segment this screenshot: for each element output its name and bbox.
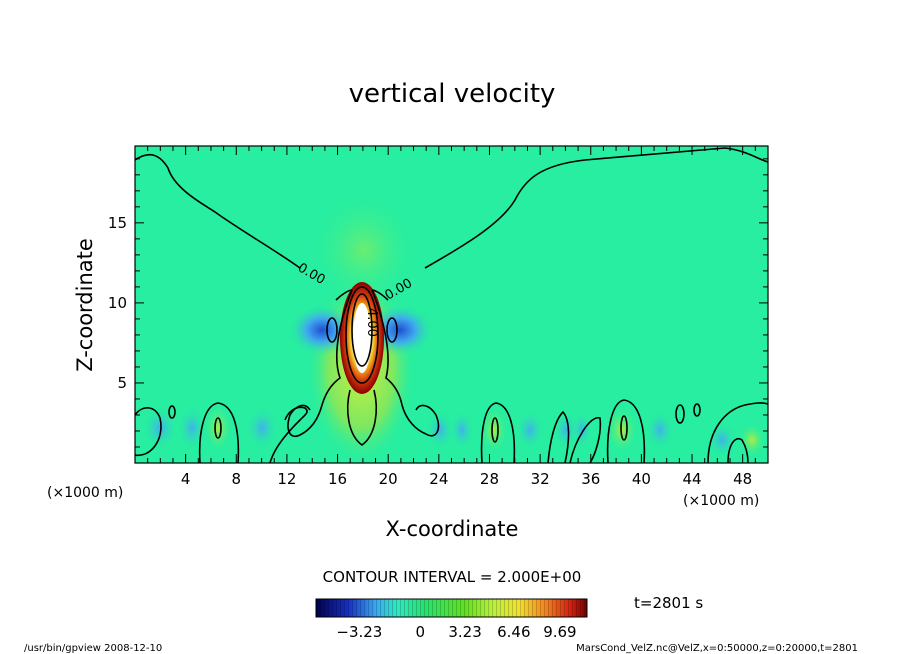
x-tick-label-8: 36 xyxy=(581,470,600,488)
contour-interval: CONTOUR INTERVAL = 2.000E+00 xyxy=(323,568,582,586)
x-tick-label-0: 4 xyxy=(181,470,191,488)
upper-plume-shading xyxy=(309,190,419,310)
x-tick-label-5: 24 xyxy=(429,470,448,488)
x-axis: 4 8 12 16 20 24 28 32 36 40 44 48 xyxy=(147,146,756,488)
x-tick-label-4: 20 xyxy=(379,470,398,488)
colorbar-tick-2: 3.23 xyxy=(448,623,481,641)
contour-lines xyxy=(135,147,768,463)
colorbar-tick-1: 0 xyxy=(416,623,426,641)
downdraft-left xyxy=(288,304,356,356)
surface-cells xyxy=(142,404,766,458)
x-unit-right: (×1000 m) xyxy=(683,493,759,509)
y-axis: 5 10 15 xyxy=(108,158,768,448)
y-tick-label-2: 15 xyxy=(108,214,127,232)
y-tick-label-0: 5 xyxy=(117,374,127,392)
plot-background xyxy=(135,146,768,463)
x-tick-label-3: 16 xyxy=(328,470,347,488)
y-axis-title: Z-coordinate xyxy=(73,238,97,372)
footer-left: /usr/bin/gpview 2008-12-10 xyxy=(24,643,162,654)
x-tick-label-10: 44 xyxy=(682,470,701,488)
footer-right: MarsCond_VelZ.nc@VelZ,x=0:50000,z=0:2000… xyxy=(576,643,858,654)
x-tick-label-9: 40 xyxy=(632,470,651,488)
x-tick-label-7: 32 xyxy=(531,470,550,488)
x-tick-label-1: 8 xyxy=(232,470,242,488)
colorbar-tick-0: −3.23 xyxy=(336,623,382,641)
colorbar: −3.23 0 3.23 6.46 9.69 xyxy=(315,598,588,641)
contour-label-2: 4.00 xyxy=(364,308,379,337)
y-tick-label-1: 10 xyxy=(108,294,127,312)
colorbar-frame xyxy=(315,598,588,618)
x-tick-label-11: 48 xyxy=(733,470,752,488)
plot-area: 0.00 0.00 4.00 xyxy=(135,146,768,463)
x-tick-label-6: 28 xyxy=(480,470,499,488)
x-axis-title: X-coordinate xyxy=(386,517,519,541)
colorbar-tick-3: 6.46 xyxy=(497,623,530,641)
time-label: t=2801 s xyxy=(634,594,703,612)
colorbar-stripes xyxy=(316,599,587,617)
chart-title: vertical velocity xyxy=(349,79,556,109)
x-tick-label-2: 12 xyxy=(277,470,296,488)
x-unit-left: (×1000 m) xyxy=(47,485,123,501)
colorbar-tick-4: 9.69 xyxy=(543,623,576,641)
updraft-maximum xyxy=(353,303,371,373)
